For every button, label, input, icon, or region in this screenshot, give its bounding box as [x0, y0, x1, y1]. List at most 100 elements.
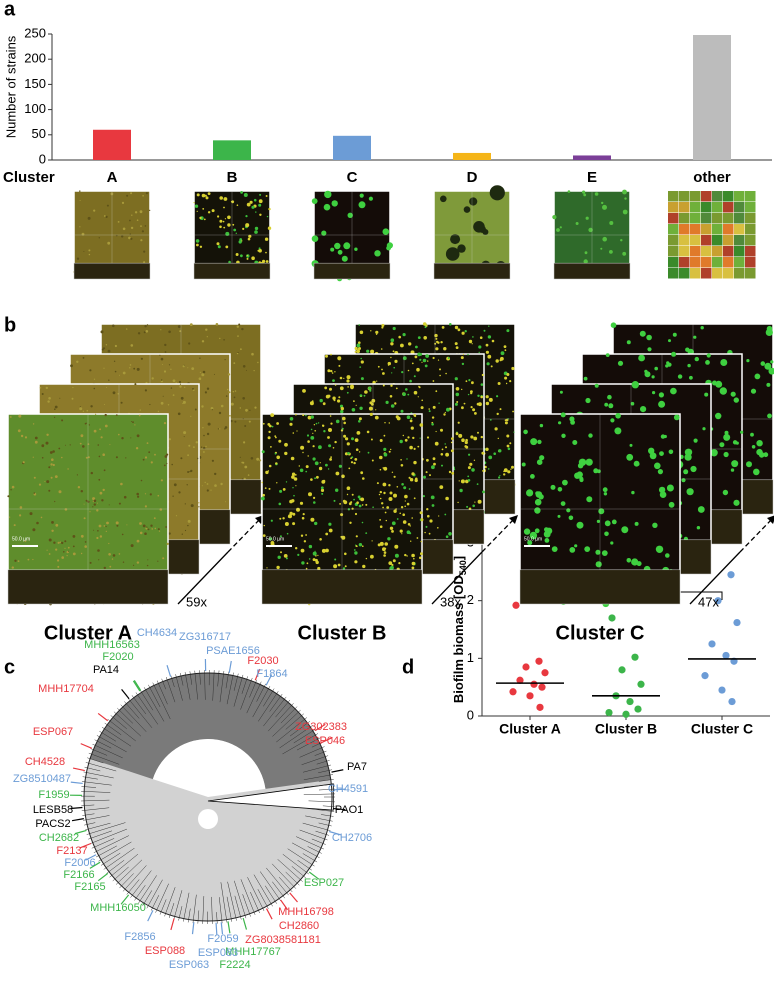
speck [305, 534, 307, 536]
speck [426, 459, 429, 462]
speck [674, 415, 680, 421]
speck [330, 370, 332, 372]
speck [490, 419, 492, 421]
speck [104, 525, 106, 527]
speck [433, 357, 435, 359]
speck [104, 469, 106, 471]
speck [369, 407, 373, 411]
cluster-label: Cluster B [298, 622, 387, 644]
speck [383, 385, 385, 387]
speck [595, 384, 599, 388]
stack-count: 47x [698, 594, 719, 609]
speck [200, 372, 201, 373]
speck [408, 342, 411, 345]
speck [73, 553, 76, 556]
speck [312, 235, 319, 242]
speck [412, 437, 414, 439]
speck [48, 466, 50, 468]
speck [335, 489, 338, 492]
x-tick-label: D [467, 169, 478, 186]
speck [379, 494, 380, 495]
tile [734, 246, 745, 257]
speck [240, 457, 241, 458]
speck [336, 420, 340, 424]
speck [607, 395, 612, 400]
tile [712, 213, 723, 224]
speck [293, 432, 295, 434]
speck [267, 216, 268, 217]
speck [97, 503, 98, 504]
speck [145, 505, 147, 507]
tile [745, 268, 756, 279]
speck [107, 242, 110, 245]
speck [108, 350, 111, 353]
speck [164, 370, 166, 372]
bar [333, 136, 371, 160]
speck [269, 488, 271, 490]
speck [481, 452, 484, 455]
speck [259, 194, 261, 196]
speck [402, 392, 406, 396]
speck [178, 491, 180, 493]
speck [180, 457, 182, 459]
speck [225, 232, 229, 236]
speck [712, 381, 717, 386]
speck [372, 540, 373, 541]
point [522, 663, 529, 670]
speck [631, 491, 634, 494]
speck [116, 414, 118, 416]
speck [201, 405, 203, 407]
speck [251, 256, 255, 260]
speck [141, 358, 143, 360]
speck [437, 527, 439, 529]
speck [164, 422, 166, 424]
speck [203, 371, 206, 374]
speck [173, 379, 176, 382]
micrograph [194, 191, 272, 279]
leaf-label: F2137 [56, 845, 87, 857]
speck [108, 380, 109, 381]
speck [334, 441, 336, 443]
speck [345, 437, 348, 440]
point [509, 688, 516, 695]
speck [145, 493, 146, 494]
speck [63, 551, 65, 553]
tile [723, 224, 734, 235]
speck [108, 543, 109, 544]
tile [679, 213, 690, 224]
speck [405, 439, 408, 442]
speck [236, 233, 237, 234]
speck [319, 538, 322, 541]
speck [247, 255, 248, 256]
tile [734, 235, 745, 246]
speck [61, 556, 64, 559]
speck [534, 507, 540, 513]
leaf-connector [148, 910, 153, 921]
speck [179, 381, 181, 383]
speck [94, 503, 96, 505]
speck [223, 221, 225, 223]
speck [359, 505, 362, 508]
speck [705, 360, 710, 365]
speck [602, 205, 607, 210]
tile [745, 202, 756, 213]
speck [20, 506, 23, 509]
leaf-label: MHH17704 [38, 683, 94, 695]
speck [208, 192, 211, 195]
micrograph [261, 413, 423, 605]
speck [349, 522, 351, 524]
speck [115, 371, 117, 373]
speck [383, 483, 387, 487]
speck [371, 403, 374, 406]
speck [387, 242, 393, 248]
speck [370, 555, 374, 559]
speck [512, 411, 514, 413]
speck [53, 542, 55, 544]
speck [486, 395, 489, 398]
speck [343, 567, 345, 569]
speck [191, 367, 194, 370]
bar [693, 35, 731, 160]
speck [155, 528, 157, 530]
bar [573, 155, 611, 160]
speck [414, 375, 416, 377]
